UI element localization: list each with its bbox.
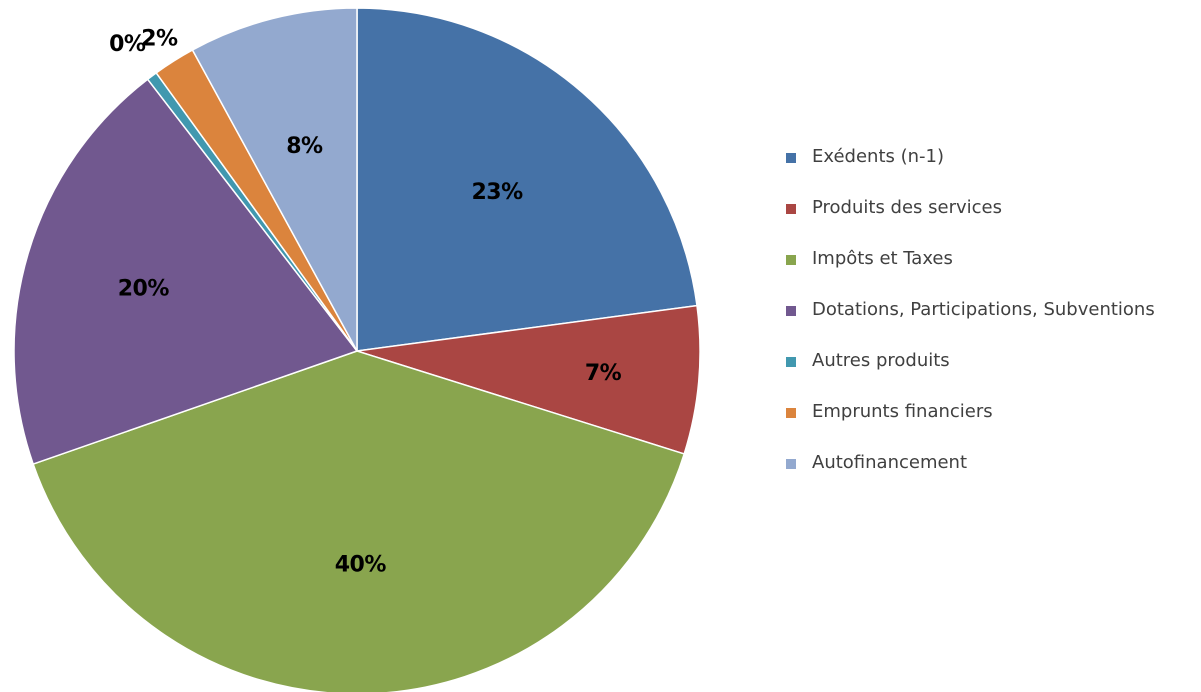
slice-data-label: 2%: [141, 27, 178, 52]
slice-data-label: 23%: [472, 180, 524, 205]
legend-swatch: [786, 204, 796, 214]
legend-item: Autofinancement: [786, 449, 1201, 500]
slice-data-label: 8%: [286, 134, 323, 159]
slice-data-label: 20%: [118, 276, 170, 301]
slice-data-label: 0%: [109, 32, 146, 57]
legend-label: Exédents (n-1): [812, 146, 945, 167]
legend-item: Dotations, Participations, Subventions: [786, 296, 1201, 347]
pie-slice: [356, 7, 698, 352]
legend-label: Dotations, Participations, Subventions: [812, 299, 1155, 320]
legend-label: Produits des services: [812, 197, 1003, 218]
legend-item: Produits des services: [786, 194, 1201, 245]
slice-data-label: 40%: [335, 553, 387, 578]
legend-swatch: [786, 408, 796, 418]
legend-swatch: [786, 306, 796, 316]
legend-label: Impôts et Taxes: [812, 248, 953, 269]
pie-slice: [13, 78, 359, 466]
slice-data-label: 7%: [585, 361, 622, 386]
legend-swatch: [786, 357, 796, 367]
legend-swatch: [786, 459, 796, 469]
legend-item: Autres produits: [786, 347, 1201, 398]
legend-swatch: [786, 153, 796, 163]
pie-data-labels: 23% 7% 40% 20% 0%2% 8%: [109, 27, 622, 578]
pie-slices: [13, 7, 701, 692]
legend-item: Impôts et Taxes: [786, 245, 1201, 296]
pie-slice: [32, 350, 686, 692]
pie-slice: [191, 7, 358, 352]
legend-label: Emprunts financiers: [812, 401, 993, 422]
pie-slice: [356, 304, 701, 455]
legend-label: Autofinancement: [812, 452, 968, 473]
legend-swatch: [786, 255, 796, 265]
chart-legend: Exédents (n-1) Produits des services Impôt…: [786, 143, 1201, 500]
legend-item: Exédents (n-1): [786, 143, 1201, 194]
legend-item: Emprunts financiers: [786, 398, 1201, 449]
legend-label: Autres produits: [812, 350, 950, 371]
